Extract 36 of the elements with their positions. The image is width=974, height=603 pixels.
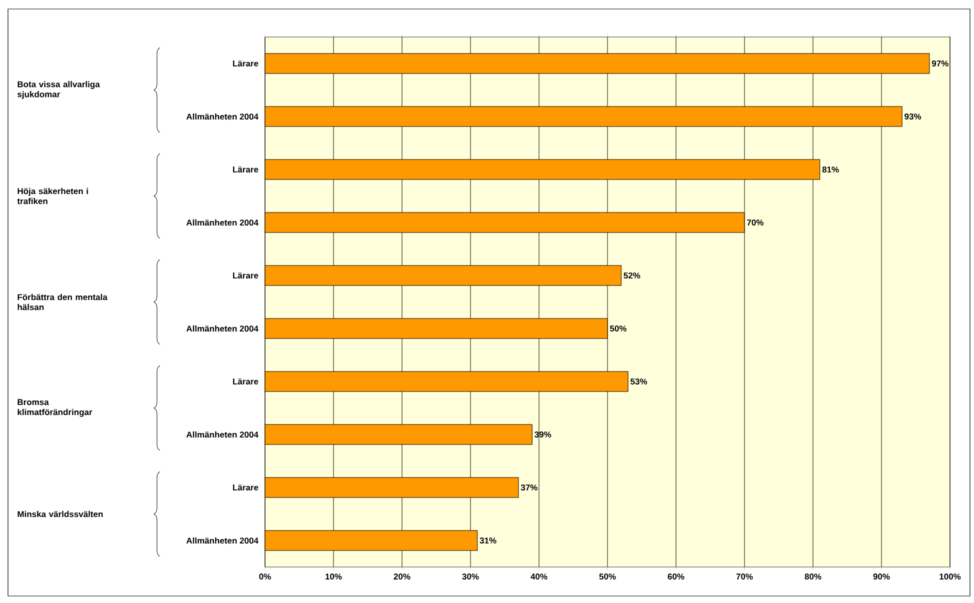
data-label: 31% <box>480 538 496 544</box>
y-tick-label: Allmänheten 2004 <box>186 537 258 544</box>
data-label: 52% <box>624 272 640 279</box>
data-label: 81% <box>822 166 839 173</box>
data-label: 37% <box>520 484 538 491</box>
y-tick-label: Allmänheten 2004 <box>186 113 258 120</box>
x-tick-label: 60% <box>668 574 684 580</box>
y-tick-label: Lärare <box>233 60 258 66</box>
y-tick-label: Allmänheten 2004 <box>186 431 258 438</box>
x-tick-label: 90% <box>873 574 890 580</box>
y-tick-label: Lärare <box>233 272 258 278</box>
data-label: 53% <box>630 378 648 385</box>
x-tick-label: 20% <box>394 574 410 580</box>
text: Minska världssvälten <box>18 510 103 518</box>
y-tick-label: Lärare <box>233 484 258 490</box>
x-tick-label: 100% <box>940 574 961 580</box>
text: Höja säkerheten i trafiken <box>17 188 88 204</box>
x-tick-label: 0% <box>259 574 271 580</box>
data-label: 50% <box>610 326 626 332</box>
text: Förbättra den mentala hälsan <box>18 294 108 310</box>
y-tick-label: Allmänheten 2004 <box>186 219 258 226</box>
y-tick-label: Lärare <box>233 166 258 172</box>
y-tick-label: Lärare <box>233 378 258 384</box>
data-label: 39% <box>534 432 552 438</box>
x-tick-label: 50% <box>599 574 616 580</box>
data-label: 70% <box>747 220 764 226</box>
text: Bota vissa allvarliga sjukdomar <box>17 81 100 99</box>
x-tick-label: 40% <box>530 574 548 580</box>
data-label: 97% <box>932 60 948 67</box>
y-tick-label: Allmänheten 2004 <box>186 325 258 332</box>
x-tick-label: 80% <box>804 574 822 580</box>
x-tick-label: 30% <box>462 574 479 580</box>
text: Bromsa klimatförändringar <box>18 399 92 417</box>
data-label: 93% <box>904 113 922 120</box>
x-tick-label: 10% <box>326 574 342 580</box>
x-tick-label: 70% <box>736 574 753 580</box>
